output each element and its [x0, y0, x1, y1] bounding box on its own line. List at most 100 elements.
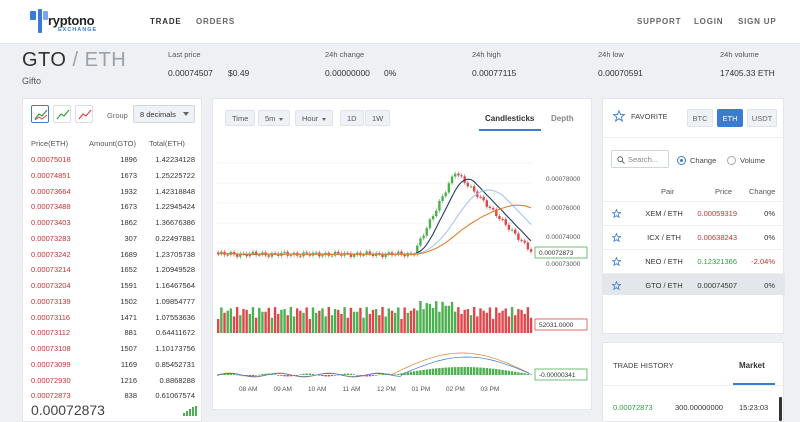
- orderbook-row[interactable]: 0.00073116 1471 1.07553636: [23, 311, 203, 325]
- orderbook-row[interactable]: 0.00073283 307 0.22497881: [23, 232, 203, 246]
- search-input[interactable]: Search...: [611, 150, 669, 168]
- orderbook-row[interactable]: 0.00073139 1502 1.09854777: [23, 295, 203, 309]
- star-icon[interactable]: [612, 281, 621, 290]
- nav-signup[interactable]: SIGN UP: [738, 17, 777, 26]
- tab-eth[interactable]: ETH: [717, 109, 743, 127]
- orderbook-row[interactable]: 0.00072873 838 0.61067574: [23, 389, 203, 403]
- tab-usdt[interactable]: USDT: [747, 109, 777, 127]
- macd-bar: [476, 367, 479, 375]
- volume-bar: [469, 315, 473, 333]
- macd-bar: [463, 367, 466, 375]
- star-icon[interactable]: [612, 209, 621, 218]
- favorite-row[interactable]: GTO / ETH 0.00074507 0%: [603, 273, 785, 295]
- volume-bar: [229, 308, 233, 333]
- macd-bar: [466, 367, 470, 375]
- pair-base: GTO: [22, 49, 67, 71]
- nav-orders[interactable]: ORDERS: [196, 17, 236, 26]
- radio-change[interactable]: [677, 156, 686, 165]
- volume-bar: [349, 307, 353, 333]
- volume-bar: [460, 313, 463, 333]
- candle: [321, 255, 324, 257]
- star-icon[interactable]: [612, 257, 621, 266]
- radio-volume[interactable]: [727, 156, 736, 165]
- tab-depth[interactable]: Depth: [551, 114, 574, 123]
- star-icon[interactable]: [612, 233, 621, 242]
- macd-box: [534, 368, 588, 381]
- candle: [469, 186, 473, 188]
- candle: [514, 229, 517, 234]
- orderbook-row[interactable]: 0.00075018 1896 1.42234128: [23, 153, 203, 167]
- tab-candlesticks[interactable]: Candlesticks: [485, 114, 535, 123]
- orderbook-row[interactable]: 0.00073099 1169 0.85452731: [23, 358, 203, 372]
- orderbook-row[interactable]: 0.00073488 1673 1.22945424: [23, 200, 203, 214]
- view-both-button[interactable]: [31, 105, 49, 123]
- candle: [441, 196, 444, 201]
- candle: [438, 200, 441, 211]
- favorite-row[interactable]: XEM / ETH 0.00059319 0%: [603, 201, 785, 223]
- orderbook-row[interactable]: 0.00073204 1591 1.16467564: [23, 279, 203, 293]
- group-label: Group: [107, 111, 128, 120]
- star-icon[interactable]: [613, 110, 625, 122]
- nav-login[interactable]: LOGIN: [694, 17, 724, 26]
- high-label: 24h high: [472, 50, 501, 59]
- macd-bar: [520, 372, 523, 375]
- group-select[interactable]: 8 decimals: [133, 105, 195, 123]
- fav-pair: GTO / ETH: [645, 281, 683, 290]
- macd-bar: [337, 374, 340, 376]
- orderbook-row[interactable]: 0.00073112 881 0.64411672: [23, 326, 203, 340]
- tf-1w-button[interactable]: 1W: [365, 110, 391, 126]
- tf-time-button[interactable]: Time: [225, 110, 256, 126]
- macd-bar: [501, 369, 504, 375]
- macd-bar: [346, 373, 349, 375]
- tf-5m-select[interactable]: 5m: [258, 110, 291, 126]
- macd-bar: [412, 371, 416, 375]
- tab-btc[interactable]: BTC: [687, 109, 713, 127]
- macd-bar: [220, 374, 223, 375]
- tf-hour-select[interactable]: Hour: [295, 110, 334, 126]
- view-bids-button[interactable]: [53, 105, 71, 123]
- candle: [305, 252, 308, 254]
- row-total: 1.07553636: [155, 312, 195, 322]
- volume-bar: [340, 313, 343, 333]
- macd-bar: [425, 369, 428, 375]
- orderbook-row[interactable]: 0.00073664 1932 1.42318848: [23, 185, 203, 199]
- macd-bar: [296, 375, 299, 376]
- divider: [603, 385, 783, 386]
- candlestick-chart[interactable]: 0.00078000 0.00076000 0.00074000 0.00073000…: [213, 133, 591, 409]
- orderbook-row[interactable]: 0.00073108 1507 1.10173756: [23, 342, 203, 356]
- volume-bar: [526, 307, 530, 333]
- volume-label: 52031.0000: [539, 322, 574, 329]
- candle: [273, 253, 277, 255]
- orderbook-row[interactable]: 0.00073242 1689 1.23705738: [23, 248, 203, 262]
- tf-1d-button[interactable]: 1D: [340, 110, 364, 126]
- orderbook-row[interactable]: 0.00073214 1652 1.20949528: [23, 263, 203, 277]
- brand-logo[interactable]: ryptono EXCHANGE: [30, 9, 120, 35]
- trade-price: 0.00072873: [613, 403, 653, 412]
- view-asks-button[interactable]: [75, 105, 93, 123]
- row-total: 1.25225722: [155, 170, 195, 180]
- nav-trade[interactable]: TRADE: [150, 17, 182, 26]
- favorite-row[interactable]: ICX / ETH 0.00638243 0%: [603, 225, 785, 247]
- candle: [267, 255, 270, 257]
- orderbook-row[interactable]: 0.00073403 1862 1.36676386: [23, 216, 203, 230]
- volume-bar: [457, 307, 460, 333]
- orderbook-row[interactable]: 0.00074851 1673 1.25225722: [23, 169, 203, 183]
- orderbook-row[interactable]: 0.00072930 1216 0.8868288: [23, 374, 203, 388]
- time-tick: 09 AM: [274, 386, 292, 393]
- row-amount: 1932: [120, 186, 137, 196]
- candle: [346, 252, 349, 254]
- fav-pair: NEO / ETH: [645, 257, 683, 266]
- macd-bar: [254, 375, 258, 376]
- tab-market[interactable]: Market: [739, 361, 765, 370]
- macd-bar: [409, 371, 413, 375]
- scrollbar[interactable]: [779, 397, 782, 421]
- volume-bar: [491, 318, 495, 333]
- fav-header-pair: Pair: [661, 187, 675, 196]
- trade-amount: 300.00000000: [675, 403, 723, 412]
- volume-bar: [520, 309, 523, 333]
- row-amount: 1471: [120, 312, 137, 322]
- price-chart-panel: Time 5m Hour 1D 1W Candlesticks Depth 0.…: [212, 98, 592, 410]
- volume-bar: [416, 310, 419, 333]
- nav-support[interactable]: SUPPORT: [637, 17, 682, 26]
- favorite-row[interactable]: NEO / ETH 0.12321366 -2.04%: [603, 249, 785, 271]
